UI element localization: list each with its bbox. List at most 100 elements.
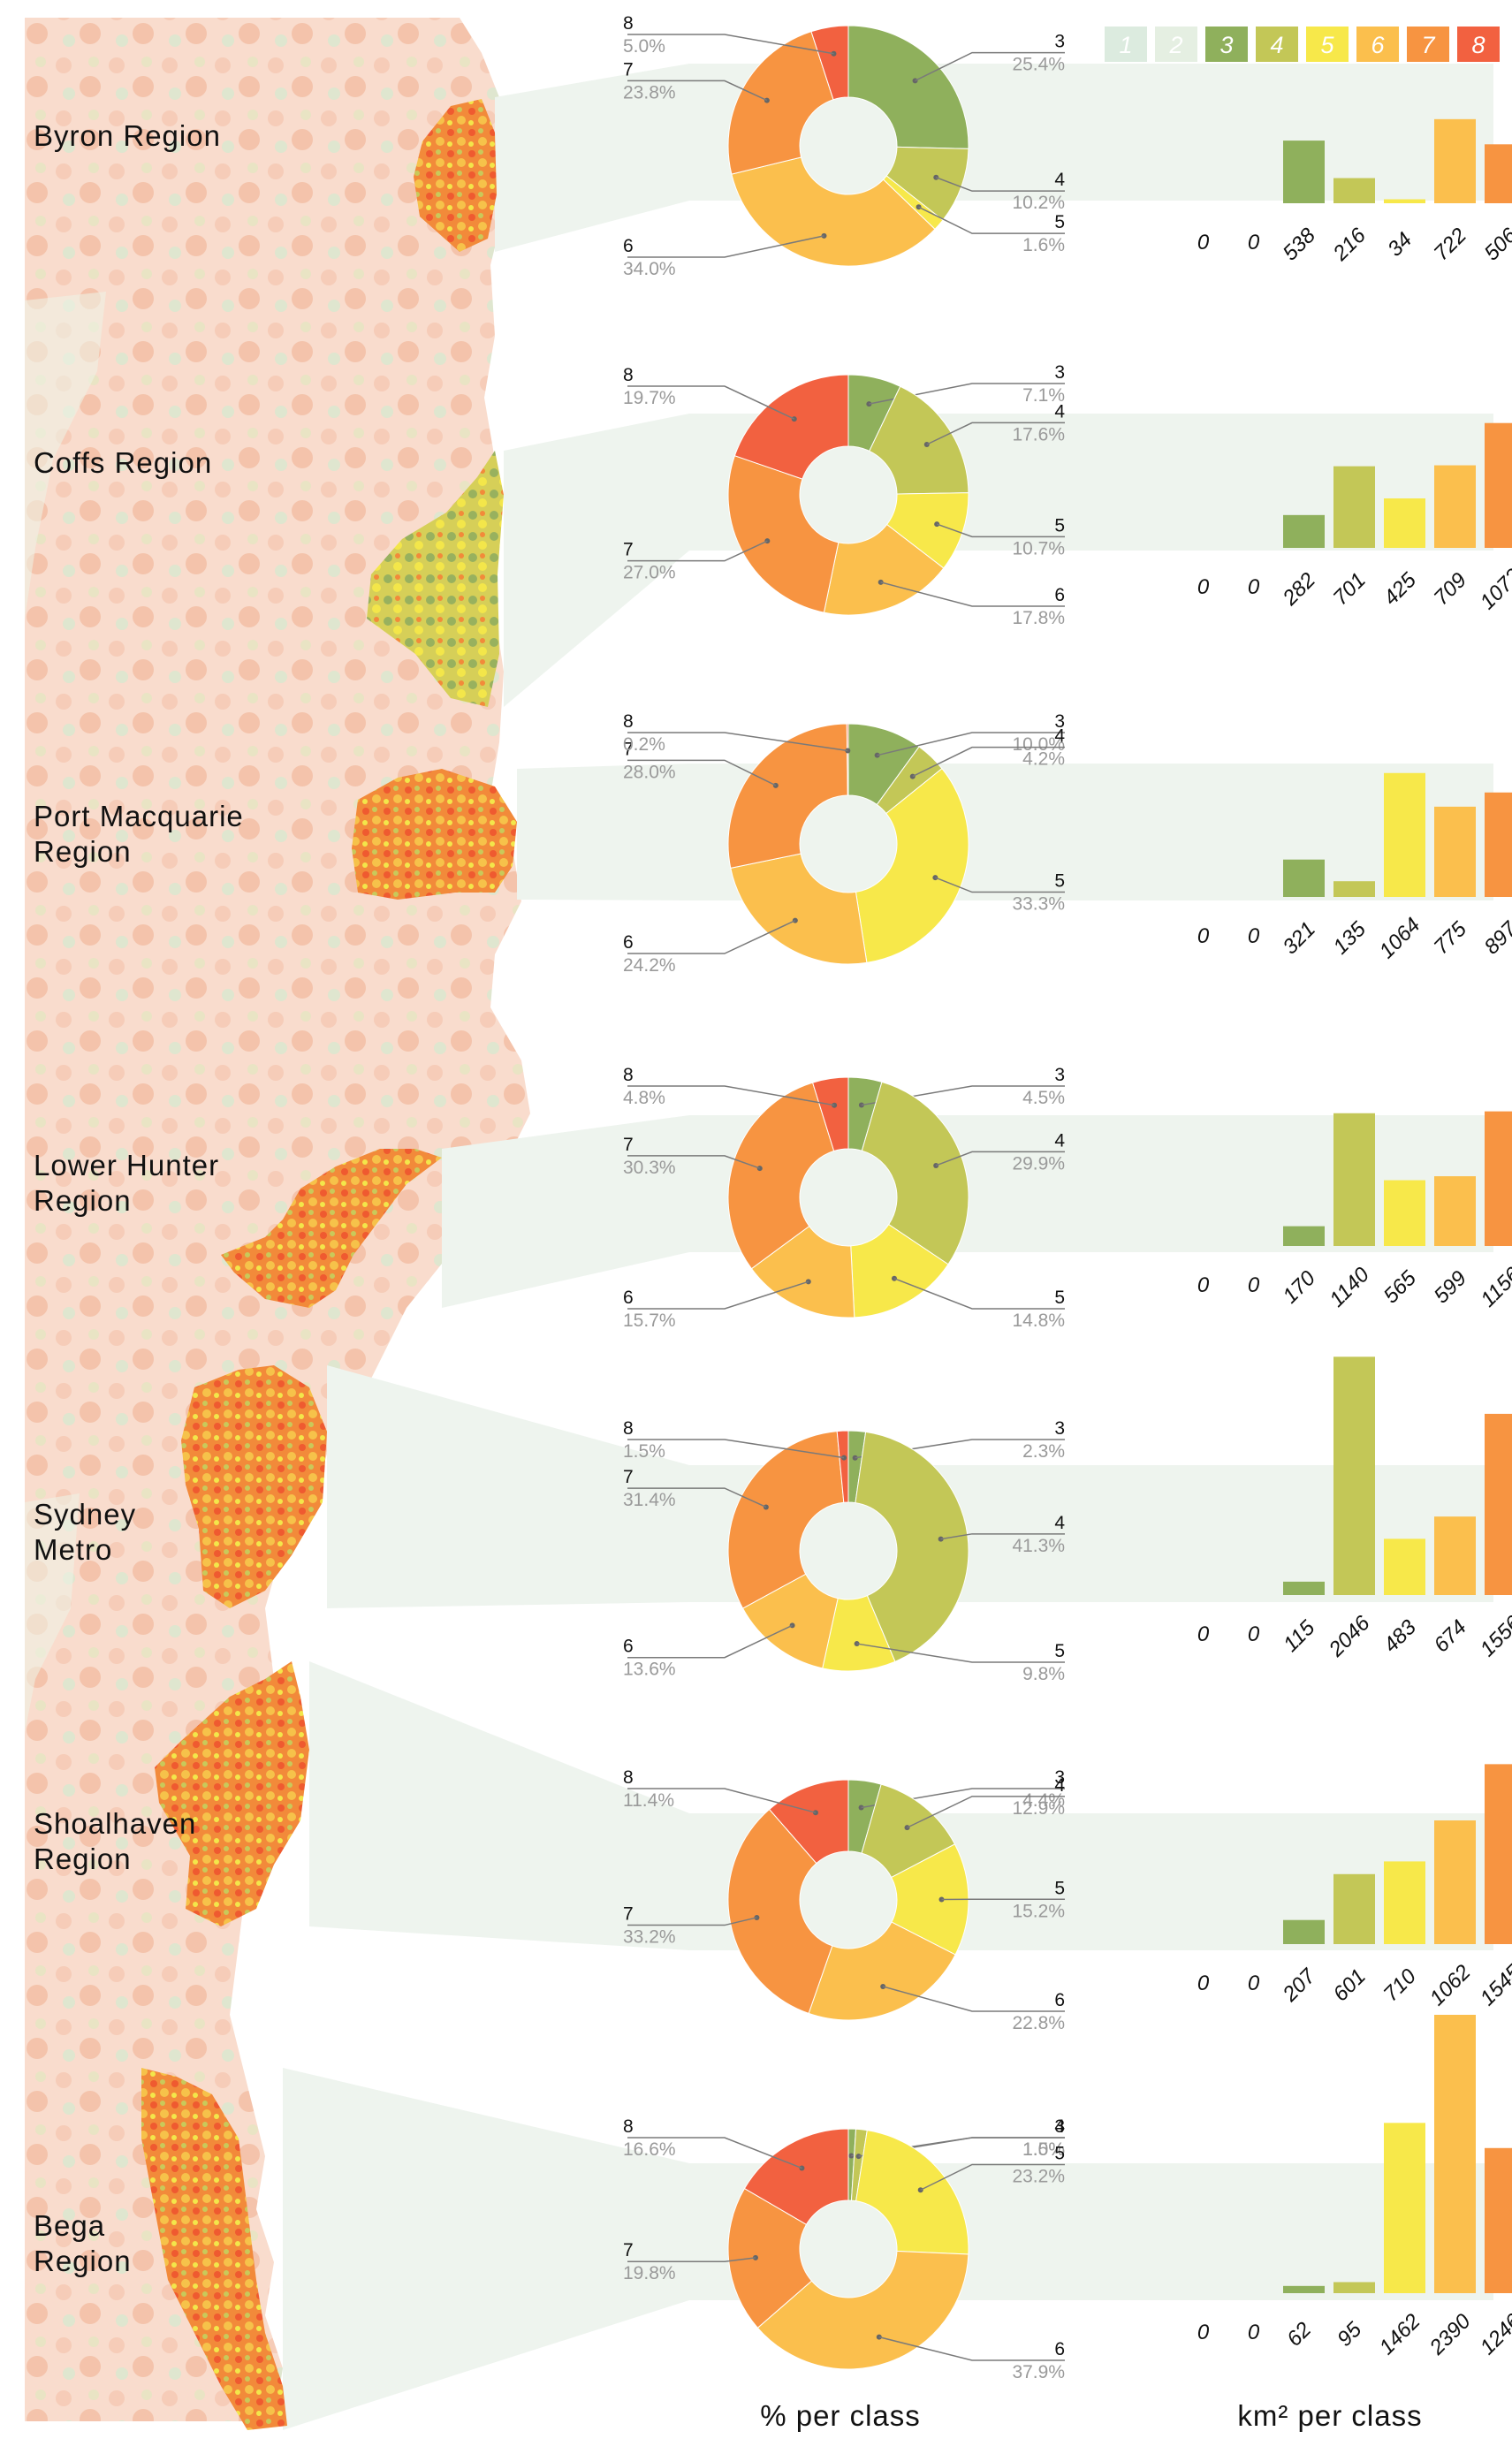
pie-slice-class-7 [727, 1808, 833, 2015]
bar-value-label: 1062 [1425, 1960, 1476, 2010]
region-label-line: Port Macquarie [34, 800, 244, 832]
bar-value-label: 170 [1278, 1266, 1320, 1309]
pie-class-label: 3 [1054, 32, 1065, 52]
legend-swatch-1 [1105, 27, 1147, 62]
pie-class-label: 7 [623, 1135, 634, 1155]
pie-slice-class-8 [733, 374, 849, 480]
pie-class-label: 6 [1054, 585, 1065, 605]
pie-class-label: 3 [1054, 1418, 1065, 1439]
pie-percent-label: 31.4% [623, 1490, 676, 1510]
pie-class-label: 5 [1054, 1288, 1065, 1308]
bar-value-label: 483 [1379, 1615, 1421, 1658]
bar-value-label: 701 [1328, 568, 1370, 610]
bar-value-label: 538 [1278, 224, 1320, 266]
pie-class-label: 7 [623, 1904, 634, 1925]
leader-line [877, 732, 1065, 756]
bar-value-label: 1072 [1476, 564, 1512, 614]
bar-value-label: 62 [1282, 2318, 1316, 2351]
legend-swatch-7 [1407, 27, 1449, 62]
pie-class-label: 3 [1054, 2116, 1065, 2137]
bar-chart-lower-hunter-region: 0017011405655991156184 [1197, 1111, 1512, 1311]
leader-line [627, 1085, 835, 1106]
region-label-shoalhaven-region: Shoalhaven Region [34, 1807, 196, 1875]
region-label-line: Metro [34, 1533, 112, 1566]
bar-value-label: 0 [1197, 2321, 1210, 2344]
bar-value-label: 599 [1429, 1266, 1470, 1308]
bar-value-label: 674 [1429, 1615, 1470, 1657]
legend-swatch-8 [1457, 27, 1500, 62]
region-area-shoalhaven-region [155, 1661, 309, 1926]
pie-class-label: 3 [1054, 362, 1065, 383]
pie-slice-class-8 [836, 1430, 849, 1503]
bar-class-5 [1384, 1538, 1425, 1595]
leader-line [627, 2257, 756, 2262]
bar-value-label: 425 [1379, 568, 1421, 611]
leader-line [882, 1986, 1065, 2012]
pie-percent-label: 25.4% [1012, 55, 1065, 75]
bar-value-label: 1545 [1476, 1960, 1512, 2010]
bar-value-label: 0 [1248, 924, 1260, 948]
bar-value-label: 0 [1248, 1622, 1260, 1646]
legend-label-7: 7 [1421, 32, 1435, 58]
pie-percent-label: 17.6% [1012, 424, 1065, 444]
pie-slice-class-7 [727, 455, 840, 613]
pie-slice-class-6 [731, 156, 936, 267]
leader-line [627, 732, 848, 752]
pie-class-label: 7 [623, 739, 634, 759]
class-legend: 1 2 3 4 5 6 7 8 [1105, 27, 1500, 62]
pie-percent-label: 5.0% [623, 36, 665, 57]
legend-item-1: 1 [1105, 27, 1147, 62]
bar-value-label: 0 [1197, 575, 1210, 599]
pie-class-label: 3 [1054, 1767, 1065, 1788]
pie-class-label: 8 [623, 13, 634, 34]
pie-slice-class-5 [891, 1843, 969, 1956]
region-area-sydney-metro [181, 1365, 327, 1608]
bar-class-7 [1485, 2147, 1512, 2293]
pie-lower-hunter-region: 3 4.5% 429.9% 5 14.8% 6 15.7% 7 30.3% 8 4.8% [623, 1065, 1065, 1331]
bar-class-5 [1384, 2123, 1425, 2293]
pie-class-label: 4 [1054, 401, 1065, 422]
pie-class-label: 4 [1054, 1775, 1065, 1796]
region-label-line: Sydney [34, 1498, 136, 1531]
leader-line [627, 1280, 809, 1310]
legend-item-8: 8 [1457, 27, 1500, 62]
leader-line [627, 1487, 767, 1508]
pie-axis-label: % per class [760, 2399, 921, 2432]
legend-label-5: 5 [1320, 32, 1334, 58]
bar-value-label: 0 [1248, 575, 1260, 599]
legend-label-3: 3 [1219, 32, 1233, 58]
pie-slice-class-7 [727, 31, 834, 175]
pie-slice-class-4 [861, 1081, 969, 1265]
region-label-coffs-region: Coffs Region [34, 446, 212, 479]
pie-class-label: 8 [623, 711, 634, 732]
bar-class-5 [1384, 199, 1425, 203]
leader-line [627, 34, 834, 55]
pie-percent-label: 15.7% [623, 1311, 676, 1331]
pie-percent-label: 24.2% [623, 955, 676, 976]
bar-class-6 [1434, 465, 1476, 548]
bar-class-6 [1434, 1176, 1476, 1246]
leader-line [907, 1796, 1065, 1828]
pie-class-label: 7 [623, 2240, 634, 2260]
legend-item-3: 3 [1205, 27, 1248, 62]
pie-class-label: 6 [1054, 2339, 1065, 2359]
bar-class-7 [1485, 1764, 1512, 1944]
bar-value-label: 0 [1197, 1972, 1210, 1995]
pie-slice-class-8 [811, 1076, 849, 1152]
pie-class-label: 5 [1054, 2143, 1065, 2163]
legend-swatch-4 [1256, 27, 1298, 62]
region-label-lower-hunter-region: Lower Hunter Region [34, 1149, 219, 1217]
leader-line [627, 1439, 845, 1459]
legend-label-6: 6 [1371, 32, 1385, 58]
legend-swatch-3 [1205, 27, 1248, 62]
bar-class-3 [1283, 1581, 1325, 1595]
leader-line [940, 1533, 1065, 1540]
bar-class-7 [1485, 422, 1512, 548]
leader-line [915, 51, 1065, 82]
legend-swatch-5 [1306, 27, 1349, 62]
pie-percent-label: 10.7% [1012, 538, 1065, 558]
bar-class-7 [1485, 144, 1512, 203]
pie-class-label: 8 [623, 365, 634, 385]
leader-line [880, 581, 1065, 607]
bar-class-5 [1384, 1180, 1425, 1246]
